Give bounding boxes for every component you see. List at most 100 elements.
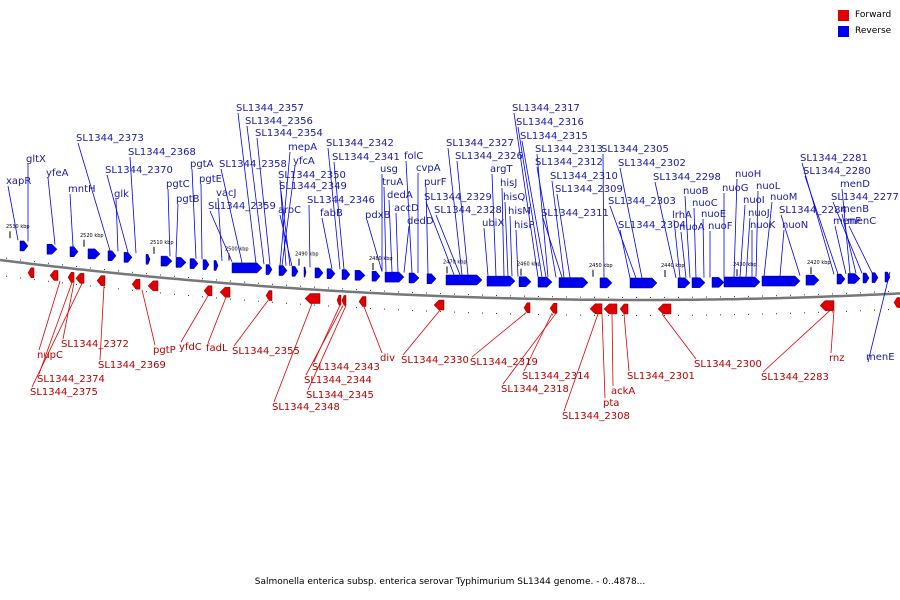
reverse-gene-arrow xyxy=(123,252,133,263)
forward-gene-label: div xyxy=(380,353,395,364)
forward-gene-label: rnz xyxy=(829,353,845,364)
reverse-label-leader xyxy=(69,193,74,247)
axis-tick-label: 2480 kbp xyxy=(369,256,393,262)
minor-tick xyxy=(454,311,455,313)
reverse-gene-label: argT xyxy=(490,164,513,175)
minor-tick xyxy=(832,311,833,313)
reverse-gene-label: nuoH xyxy=(735,169,761,180)
reverse-gene-label: SL1344_2313 xyxy=(535,144,603,155)
minor-tick xyxy=(272,301,273,303)
minor-tick xyxy=(48,262,49,264)
minor-tick xyxy=(608,296,609,298)
forward-gene-label: SL1344_2319 xyxy=(470,357,538,368)
forward-gene-arrow xyxy=(304,293,321,304)
reverse-label-leader xyxy=(609,205,637,279)
reverse-gene-label: SL1344_2341 xyxy=(332,152,400,163)
reverse-gene-label: nuoF xyxy=(708,221,733,232)
label-leader-lines xyxy=(7,112,891,412)
minor-tick xyxy=(748,295,749,297)
reverse-label-leader xyxy=(246,125,265,265)
axis-tick-label: 2500 kbp xyxy=(225,247,249,253)
forward-gene-label: SL1344_2345 xyxy=(306,390,374,401)
reverse-label-leader xyxy=(619,167,643,279)
reverse-gene-label: SL1344_2298 xyxy=(653,172,721,183)
reverse-gene-label: mntH xyxy=(68,184,96,195)
minor-tick xyxy=(664,296,665,298)
forward-gene-arrow xyxy=(603,303,618,315)
minor-tick xyxy=(426,292,427,294)
forward-label-leader xyxy=(99,285,105,361)
minor-tick xyxy=(132,271,133,273)
reverse-gene-arrow xyxy=(847,273,861,284)
reverse-gene-label: lrhA xyxy=(672,210,692,221)
reverse-gene-label: SL1344_2350 xyxy=(278,170,346,181)
minor-tick xyxy=(608,314,609,316)
reverse-gene-label: hisM xyxy=(508,206,531,217)
reverse-label-leader xyxy=(115,198,119,252)
reverse-gene-label: SL1344_2354 xyxy=(255,128,323,139)
reverse-gene-label: yfcA xyxy=(293,156,315,167)
minor-tick xyxy=(706,296,707,298)
reverse-label-leader xyxy=(308,204,311,268)
reverse-label-leader xyxy=(551,180,565,278)
minor-tick xyxy=(524,295,525,297)
forward-gene-arrow xyxy=(341,295,347,306)
reverse-gene-arrow xyxy=(278,265,288,276)
reverse-gene-label: fabB xyxy=(320,208,343,219)
minor-tick xyxy=(468,294,469,296)
minor-tick xyxy=(286,302,287,304)
minor-tick xyxy=(832,293,833,295)
reverse-gene-arrow xyxy=(836,273,846,285)
reverse-gene-arrow xyxy=(558,277,589,288)
reverse-label-leader xyxy=(47,177,56,245)
minor-tick xyxy=(202,278,203,280)
forward-gene-arrow xyxy=(657,303,672,315)
reverse-gene-arrow xyxy=(326,268,336,279)
forward-gene-label: SL1344_2330 xyxy=(401,355,469,366)
forward-label-leader xyxy=(207,297,227,344)
reverse-gene-arrow xyxy=(265,264,273,275)
reverse-label-leader xyxy=(509,215,513,277)
reverse-gene-arrow xyxy=(231,262,263,274)
reverse-gene-label: nuoE xyxy=(701,209,726,220)
minor-tick xyxy=(538,313,539,315)
forward-gene-label: SL1344_2283 xyxy=(761,372,829,383)
reverse-gene-label: gltX xyxy=(26,154,46,165)
reverse-label-leader xyxy=(542,217,563,278)
minor-tick xyxy=(258,300,259,302)
minor-tick xyxy=(20,277,21,279)
forward-gene-label: SL1344_2355 xyxy=(232,346,300,357)
reverse-gene-label: nuoK xyxy=(750,220,776,231)
reverse-gene-label: aroC xyxy=(278,205,301,216)
reverse-label-leader xyxy=(521,140,547,278)
forward-gene-label: SL1344_2375 xyxy=(30,387,98,398)
reverse-gene-label: folC xyxy=(404,151,423,162)
minor-tick xyxy=(314,304,315,306)
forward-label-leader xyxy=(601,313,606,399)
forward-gene-arrow xyxy=(336,294,342,306)
reverse-gene-arrow xyxy=(677,277,691,289)
reverse-label-leader xyxy=(279,151,291,266)
minor-tick xyxy=(104,286,105,288)
minor-tick xyxy=(776,295,777,297)
minor-tick xyxy=(342,288,343,290)
reverse-label-leader xyxy=(517,126,543,278)
reverse-gene-arrow xyxy=(691,277,706,288)
forward-gene-label: SL1344_2314 xyxy=(522,371,590,382)
minor-tick xyxy=(6,275,7,277)
legend-reverse: Reverse xyxy=(838,24,900,38)
axis-tick-label: 2510 kbp xyxy=(150,240,174,246)
reverse-label-leader xyxy=(779,229,785,277)
reverse-gene-label: SL1344_2277 xyxy=(831,192,899,203)
reverse-gene-arrow xyxy=(537,276,553,288)
reverse-gene-label: menF xyxy=(833,216,861,227)
reverse-label-leader xyxy=(175,203,179,257)
minor-tick xyxy=(846,310,847,312)
reverse-gene-arrow xyxy=(291,266,299,277)
forward-gene-arrow xyxy=(147,280,159,292)
minor-tick xyxy=(230,280,231,282)
minor-tick xyxy=(874,309,875,311)
minor-tick xyxy=(510,313,511,315)
minor-tick xyxy=(328,287,329,289)
reverse-gene-label: hisJ xyxy=(500,178,517,189)
